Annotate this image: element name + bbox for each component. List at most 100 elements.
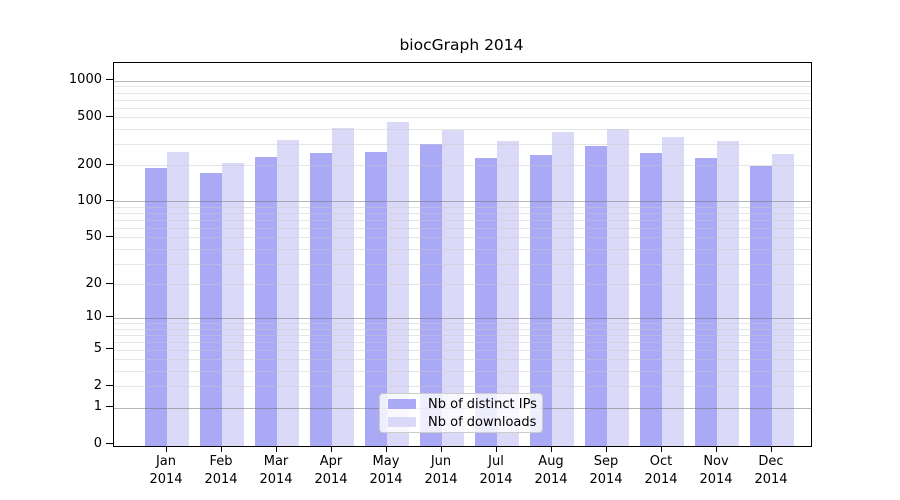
gridline-minor-20: [114, 284, 811, 285]
y-tick-mark-200: [106, 163, 113, 165]
y-tick-label-1: 1: [93, 399, 102, 415]
gridline-minor-40: [114, 248, 811, 250]
x-tick-mark-feb: [221, 446, 222, 452]
x-tick-label-apr: Apr 2014: [314, 454, 348, 487]
gridline-minor-900: [114, 86, 811, 88]
y-tick-label-1000: 1000: [68, 72, 102, 88]
legend-label-distinct-ips: Nb of distinct IPs: [428, 396, 537, 412]
bar-distinct-ips-jan: [145, 167, 167, 446]
x-tick-mark-mar: [276, 446, 277, 452]
y-tick-mark-500: [106, 115, 113, 117]
x-tick-label-jan: Jan 2014: [149, 454, 183, 487]
gridline-minor-4: [114, 359, 811, 361]
bar-downloads-may: [387, 121, 409, 446]
x-tick-label-dec: Dec 2014: [754, 454, 788, 487]
bar-downloads-feb: [222, 162, 244, 446]
gridline-minor-70: [114, 219, 811, 221]
x-tick-label-jun: Jun 2014: [424, 454, 458, 487]
bar-downloads-mar: [277, 139, 299, 446]
y-tick-label-2: 2: [93, 377, 102, 393]
y-tick-label-100: 100: [77, 192, 102, 208]
bar-downloads-aug: [552, 131, 574, 446]
gridline-minor-7: [114, 334, 811, 336]
gridline-minor-3: [114, 371, 811, 373]
x-tick-mark-aug: [551, 446, 552, 452]
x-tick-mark-may: [386, 446, 387, 452]
chart-title: biocGraph 2014: [399, 36, 524, 54]
x-tick-label-oct: Oct 2014: [644, 454, 678, 487]
bar-downloads-dec: [772, 153, 794, 446]
y-tick-mark-5: [106, 348, 113, 350]
bar-downloads-oct: [662, 136, 684, 446]
x-tick-mark-jul: [496, 446, 497, 452]
bar-distinct-ips-apr: [310, 153, 332, 446]
y-tick-mark-1000: [106, 79, 113, 81]
y-tick-label-10: 10: [85, 309, 102, 325]
y-tick-mark-50: [106, 235, 113, 237]
bar-downloads-nov: [717, 140, 739, 446]
gridline-minor-400: [114, 129, 811, 131]
bar-distinct-ips-may: [365, 151, 387, 446]
bar-distinct-ips-mar: [255, 156, 277, 446]
x-tick-mark-oct: [661, 446, 662, 452]
gridline-minor-9: [114, 323, 811, 324]
legend: Nb of distinct IPs Nb of downloads: [379, 393, 543, 433]
gridline-minor-90: [114, 206, 811, 208]
y-tick-mark-2: [106, 384, 113, 386]
bar-downloads-jul: [497, 141, 519, 446]
y-tick-label-0: 0: [93, 435, 102, 451]
bar-distinct-ips-jun: [420, 144, 442, 446]
y-tick-mark-1: [106, 406, 113, 408]
bar-downloads-jan: [167, 151, 189, 446]
gridline-minor-800: [114, 92, 811, 94]
gridline-minor-50: [114, 237, 811, 239]
y-tick-mark-20: [106, 282, 113, 284]
bar-distinct-ips-jul: [475, 158, 497, 446]
bar-distinct-ips-feb: [200, 172, 222, 446]
legend-swatch-distinct-ips: [388, 399, 416, 409]
gridline-minor-80: [114, 213, 811, 215]
bar-downloads-sep: [607, 129, 629, 446]
legend-item-downloads: Nb of downloads: [386, 415, 536, 430]
x-tick-mark-dec: [771, 446, 772, 452]
gridline-minor-6: [114, 341, 811, 343]
y-tick-label-200: 200: [77, 156, 102, 172]
y-tick-label-500: 500: [77, 108, 102, 124]
gridline-minor-200: [114, 165, 811, 167]
y-tick-label-5: 5: [93, 341, 102, 357]
x-tick-label-nov: Nov 2014: [699, 454, 733, 487]
y-tick-mark-0: [106, 442, 113, 444]
bar-downloads-jun: [442, 129, 464, 446]
bar-distinct-ips-aug: [530, 154, 552, 446]
gridline-minor-500: [114, 117, 811, 119]
legend-swatch-downloads: [388, 417, 416, 427]
plot-area: [113, 62, 812, 447]
bar-downloads-apr: [332, 128, 354, 446]
x-tick-label-aug: Aug 2014: [534, 454, 568, 487]
x-tick-label-feb: Feb 2014: [204, 454, 238, 487]
x-tick-label-may: May 2014: [369, 454, 403, 487]
bar-distinct-ips-sep: [585, 145, 607, 446]
gridline-minor-2: [114, 386, 811, 388]
gridline-minor-60: [114, 227, 811, 229]
gridline-major-100: [114, 201, 811, 203]
y-tick-label-20: 20: [85, 275, 102, 291]
gridline-minor-30: [114, 263, 811, 265]
x-tick-label-sep: Sep 2014: [589, 454, 623, 487]
x-tick-label-mar: Mar 2014: [259, 454, 293, 487]
x-tick-mark-jun: [441, 446, 442, 452]
gridline-minor-300: [114, 144, 811, 146]
bar-distinct-ips-dec: [750, 165, 772, 446]
x-tick-label-jul: Jul 2014: [479, 454, 513, 487]
bar-distinct-ips-nov: [695, 158, 717, 446]
y-tick-label-50: 50: [85, 228, 102, 244]
y-tick-mark-10: [106, 316, 113, 318]
gridline-minor-8: [114, 328, 811, 330]
bar-distinct-ips-oct: [640, 153, 662, 446]
gridline-minor-600: [114, 107, 811, 109]
x-tick-mark-jan: [166, 446, 167, 452]
x-tick-mark-apr: [331, 446, 332, 452]
gridline-major-1000: [114, 80, 811, 82]
legend-item-distinct-ips: Nb of distinct IPs: [386, 396, 537, 412]
